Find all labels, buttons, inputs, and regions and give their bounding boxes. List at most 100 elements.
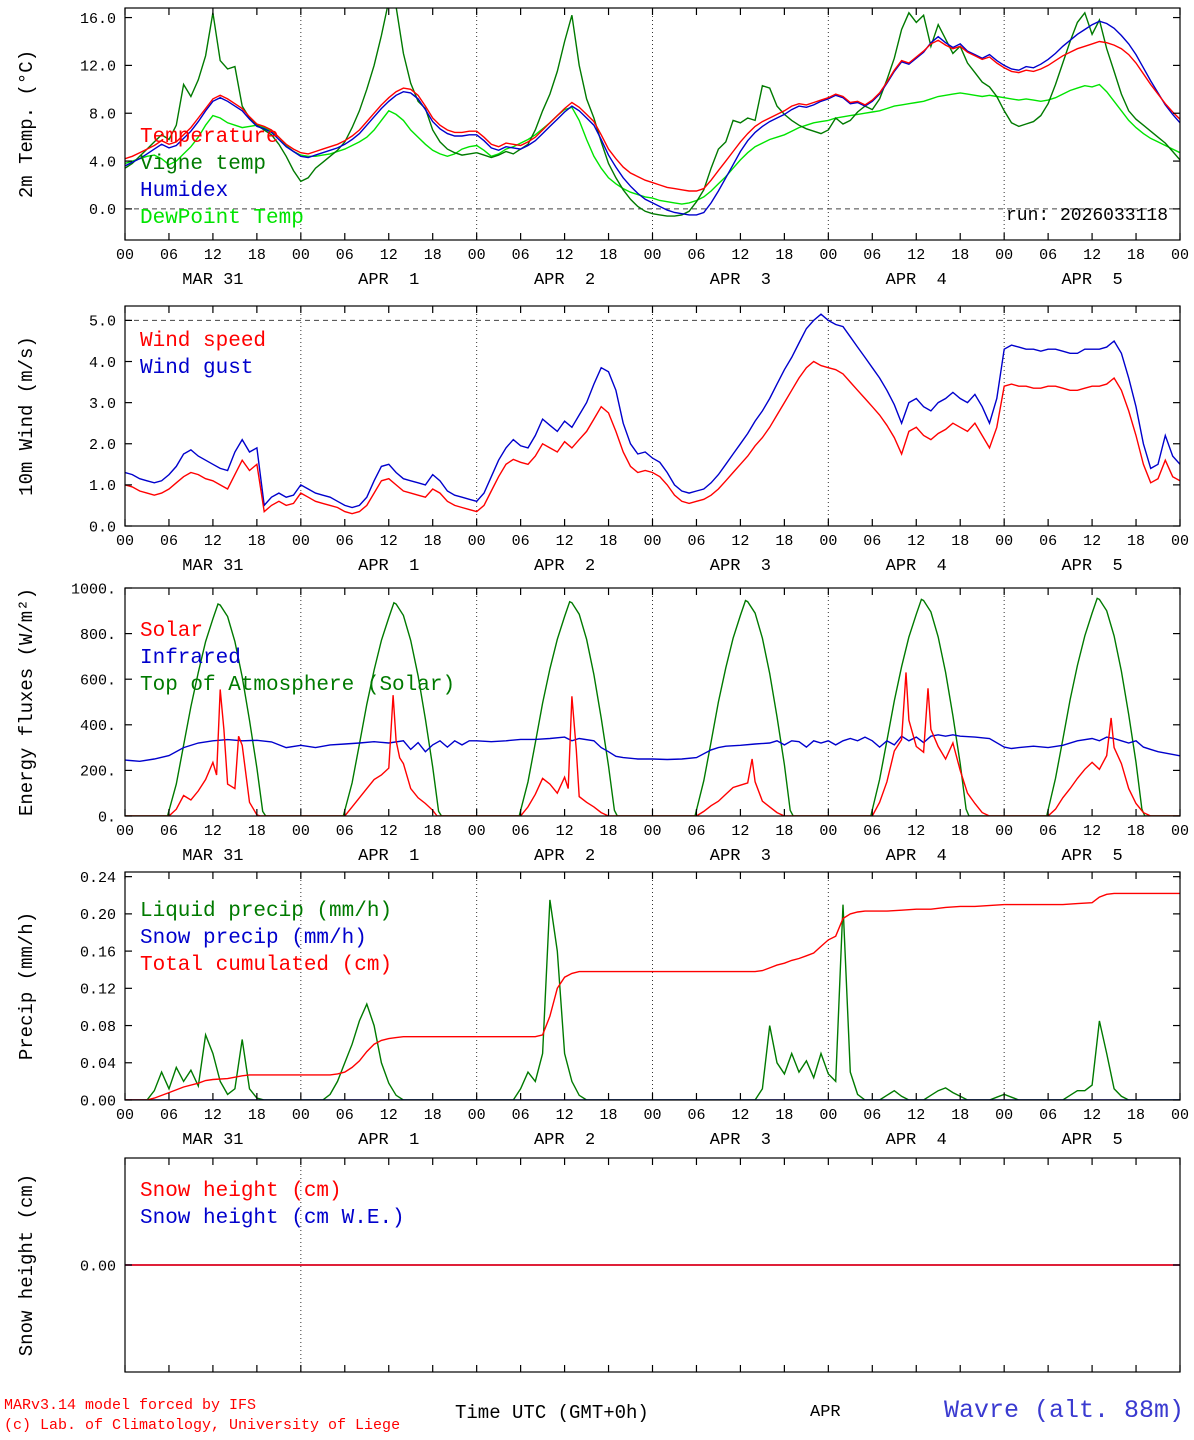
svg-text:06: 06 xyxy=(863,823,881,840)
svg-text:APR 4: APR 4 xyxy=(886,271,947,290)
svg-text:APR 4: APR 4 xyxy=(886,847,947,866)
svg-text:00: 00 xyxy=(819,247,837,264)
model-credit-line2: (c) Lab. of Climatology, University of L… xyxy=(4,1417,401,1434)
legend-toa: Top of Atmosphere (Solar) xyxy=(140,674,456,697)
svg-text:06: 06 xyxy=(160,247,178,264)
svg-text:06: 06 xyxy=(512,823,530,840)
svg-text:06: 06 xyxy=(1039,533,1057,550)
svg-text:0.20: 0.20 xyxy=(80,907,116,924)
svg-text:12: 12 xyxy=(556,1107,574,1124)
energy-legend: Solar Infrared Top of Atmosphere (Solar) xyxy=(140,618,455,699)
svg-text:12: 12 xyxy=(380,1107,398,1124)
svg-text:06: 06 xyxy=(512,247,530,264)
svg-text:4.0: 4.0 xyxy=(89,355,116,372)
svg-text:00: 00 xyxy=(116,533,134,550)
legend-wind-speed: Wind speed xyxy=(140,330,267,353)
wind-legend: Wind speed Wind gust xyxy=(140,328,266,382)
svg-text:00: 00 xyxy=(468,1107,486,1124)
svg-text:00: 00 xyxy=(292,533,310,550)
legend-snow-height: Snow height (cm) xyxy=(140,1180,342,1203)
svg-text:00: 00 xyxy=(116,247,134,264)
svg-text:18: 18 xyxy=(424,533,442,550)
svg-text:12: 12 xyxy=(731,823,749,840)
svg-text:06: 06 xyxy=(160,823,178,840)
svg-text:APR 3: APR 3 xyxy=(710,271,771,290)
svg-text:00: 00 xyxy=(116,1107,134,1124)
svg-text:06: 06 xyxy=(1039,823,1057,840)
svg-text:12: 12 xyxy=(907,533,925,550)
y-axis-title-precip: Precip (mm/h) xyxy=(16,911,38,1061)
svg-text:0.04: 0.04 xyxy=(80,1056,116,1073)
svg-text:12: 12 xyxy=(731,533,749,550)
svg-text:600.: 600. xyxy=(80,672,116,689)
legend-infrared: Infrared xyxy=(140,647,241,670)
legend-wind-gust: Wind gust xyxy=(140,357,254,380)
svg-text:18: 18 xyxy=(248,823,266,840)
snow-legend: Snow height (cm) Snow height (cm W.E.) xyxy=(140,1178,405,1232)
y-axis-title-snow: Snow height (cm) xyxy=(16,1173,38,1357)
svg-text:12: 12 xyxy=(907,1107,925,1124)
svg-text:3.0: 3.0 xyxy=(89,396,116,413)
svg-text:12.0: 12.0 xyxy=(80,59,116,76)
svg-text:MAR 31: MAR 31 xyxy=(182,1131,243,1150)
svg-text:5.0: 5.0 xyxy=(89,314,116,331)
svg-text:APR 1: APR 1 xyxy=(358,1131,419,1150)
svg-text:00: 00 xyxy=(643,533,661,550)
svg-text:06: 06 xyxy=(336,1107,354,1124)
svg-text:18: 18 xyxy=(600,247,618,264)
svg-text:00: 00 xyxy=(1171,533,1189,550)
svg-text:00: 00 xyxy=(643,823,661,840)
svg-text:18: 18 xyxy=(600,823,618,840)
svg-text:APR 2: APR 2 xyxy=(534,271,595,290)
x-axis-title: Time UTC (GMT+0h) xyxy=(455,1402,649,1424)
legend-vigne-temp: Vigne temp xyxy=(140,153,267,176)
svg-text:1.0: 1.0 xyxy=(89,478,116,495)
svg-text:APR 4: APR 4 xyxy=(886,1131,947,1150)
svg-text:APR 3: APR 3 xyxy=(710,1131,771,1150)
svg-text:00: 00 xyxy=(995,823,1013,840)
svg-text:0.0: 0.0 xyxy=(89,202,116,219)
svg-text:2.0: 2.0 xyxy=(89,437,116,454)
svg-text:200.: 200. xyxy=(80,764,116,781)
svg-text:12: 12 xyxy=(380,533,398,550)
y-axis-title-energy: Energy fluxes (W/m²) xyxy=(16,587,38,817)
svg-text:12: 12 xyxy=(907,823,925,840)
svg-text:0.08: 0.08 xyxy=(80,1019,116,1036)
svg-text:0.24: 0.24 xyxy=(80,870,116,887)
svg-text:18: 18 xyxy=(775,533,793,550)
svg-text:12: 12 xyxy=(1083,823,1101,840)
svg-text:APR 5: APR 5 xyxy=(1061,1131,1122,1150)
svg-text:18: 18 xyxy=(248,533,266,550)
svg-text:06: 06 xyxy=(160,533,178,550)
model-credit: MARv3.14 model forced by IFS (c) Lab. of… xyxy=(4,1396,400,1436)
svg-text:12: 12 xyxy=(204,823,222,840)
svg-text:06: 06 xyxy=(687,823,705,840)
svg-text:06: 06 xyxy=(863,533,881,550)
svg-text:APR 3: APR 3 xyxy=(710,557,771,576)
svg-text:12: 12 xyxy=(1083,1107,1101,1124)
svg-text:APR 5: APR 5 xyxy=(1061,557,1122,576)
svg-text:00: 00 xyxy=(995,1107,1013,1124)
legend-temperature: Temperature xyxy=(140,126,279,149)
svg-text:0.12: 0.12 xyxy=(80,982,116,999)
svg-text:12: 12 xyxy=(204,247,222,264)
svg-text:00: 00 xyxy=(995,533,1013,550)
svg-text:0.0: 0.0 xyxy=(89,519,116,536)
svg-text:18: 18 xyxy=(951,1107,969,1124)
svg-text:16.0: 16.0 xyxy=(80,11,116,28)
svg-text:18: 18 xyxy=(600,1107,618,1124)
svg-text:00: 00 xyxy=(995,247,1013,264)
svg-text:06: 06 xyxy=(336,823,354,840)
svg-text:0.00: 0.00 xyxy=(80,1093,116,1110)
svg-text:12: 12 xyxy=(731,1107,749,1124)
svg-text:06: 06 xyxy=(336,247,354,264)
legend-liquid-precip: Liquid precip (mm/h) xyxy=(140,900,393,923)
svg-text:00: 00 xyxy=(292,1107,310,1124)
svg-text:MAR 31: MAR 31 xyxy=(182,271,243,290)
legend-total-cumulated: Total cumulated (cm) xyxy=(140,954,393,977)
model-credit-line1: MARv3.14 model forced by IFS xyxy=(4,1397,257,1414)
svg-text:18: 18 xyxy=(424,1107,442,1124)
svg-text:06: 06 xyxy=(1039,1107,1057,1124)
svg-text:APR 5: APR 5 xyxy=(1061,847,1122,866)
